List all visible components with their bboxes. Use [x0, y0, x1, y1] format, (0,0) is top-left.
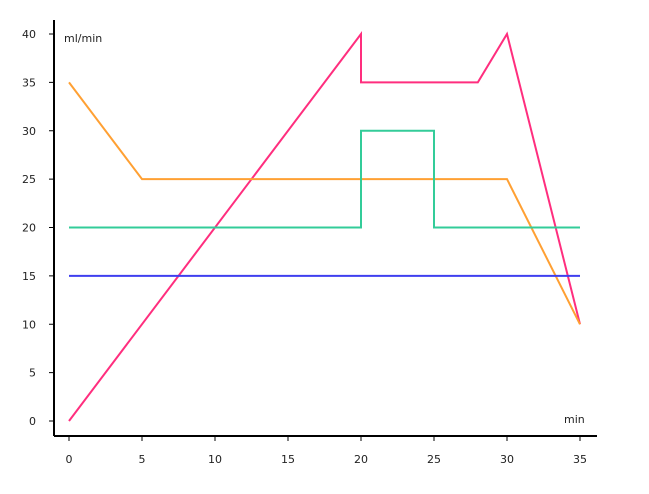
y-axis-label: ml/min — [64, 32, 102, 45]
y-tick-label: 30 — [22, 125, 36, 138]
y-tick-label: 20 — [22, 222, 36, 235]
x-tick-label: 5 — [139, 453, 146, 466]
series-layer — [68, 31, 581, 422]
y-tick-label: 10 — [22, 318, 36, 331]
y-tick-label: 35 — [22, 76, 36, 89]
x-tick-label: 0 — [66, 453, 73, 466]
y-tick-label: 0 — [29, 415, 36, 428]
y-tick-label: 5 — [29, 367, 36, 380]
x-tick-label: 10 — [208, 453, 222, 466]
x-axis-label: min — [564, 413, 585, 426]
series-line-2 — [68, 81, 581, 325]
series-line-1 — [68, 31, 581, 422]
x-tick-label: 35 — [573, 453, 587, 466]
x-tick-label: 20 — [354, 453, 368, 466]
y-tick-label: 25 — [22, 173, 36, 186]
x-tick-label: 15 — [281, 453, 295, 466]
x-tick-label: 30 — [500, 453, 514, 466]
y-tick-label: 40 — [22, 28, 36, 41]
y-tick-label: 15 — [22, 270, 36, 283]
axes: 0 5 10 15 20 25 30 35 40 0 5 10 15 20 25 30 35 — [22, 20, 597, 466]
series-line-3 — [69, 129, 580, 229]
x-tick-label: 25 — [427, 453, 441, 466]
